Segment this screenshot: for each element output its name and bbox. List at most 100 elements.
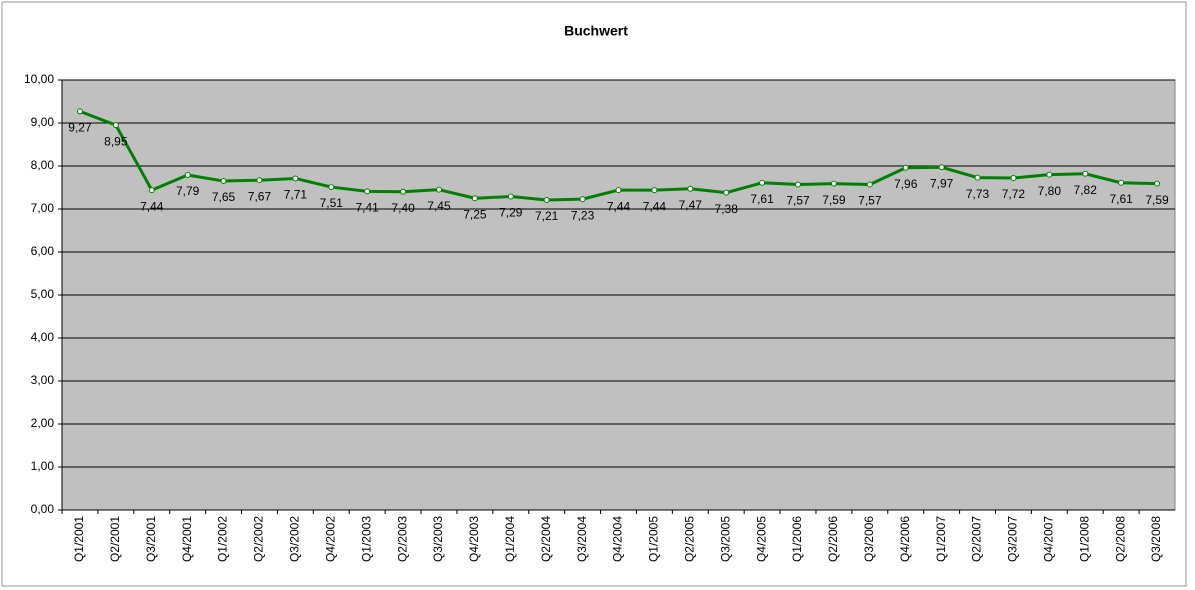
y-tick-label: 9,00 [31, 115, 55, 129]
data-label: 7,25 [463, 207, 487, 221]
data-point [938, 164, 945, 171]
y-tick-label: 10,00 [24, 72, 54, 86]
data-point [400, 188, 407, 195]
x-tick-label: Q4/2005 [754, 516, 768, 562]
data-point [292, 175, 299, 182]
data-label: 7,72 [1002, 187, 1026, 201]
x-tick-label: Q3/2006 [862, 516, 876, 562]
data-label: 7,67 [248, 189, 272, 203]
data-point [1010, 175, 1017, 182]
x-tick-label: Q2/2001 [108, 516, 122, 562]
x-tick-label: Q2/2003 [395, 516, 409, 562]
data-label: 7,41 [355, 201, 379, 215]
x-tick-label: Q4/2004 [611, 516, 625, 562]
data-point [1046, 171, 1053, 178]
data-point [507, 193, 514, 200]
data-point [1118, 179, 1125, 186]
data-label: 7,61 [1109, 192, 1133, 206]
data-point [1082, 170, 1089, 177]
data-label: 7,47 [679, 198, 703, 212]
data-label: 7,23 [571, 208, 595, 222]
data-point [759, 179, 766, 186]
x-tick-label: Q1/2001 [72, 516, 86, 562]
x-tick-label: Q2/2005 [682, 516, 696, 562]
data-label: 7,61 [750, 192, 774, 206]
x-tick-label: Q3/2008 [1149, 516, 1163, 562]
y-tick-label: 3,00 [31, 373, 55, 387]
data-label: 7,71 [284, 188, 308, 202]
y-tick-label: 6,00 [31, 244, 55, 258]
data-point [723, 189, 730, 196]
data-point [112, 122, 119, 129]
data-point [220, 178, 227, 185]
x-tick-label: Q3/2003 [431, 516, 445, 562]
data-label: 8,95 [104, 134, 128, 148]
data-point [615, 187, 622, 194]
data-label: 7,97 [930, 176, 954, 190]
data-label: 7,57 [786, 194, 810, 208]
data-point [795, 181, 802, 188]
x-tick-label: Q1/2002 [216, 516, 230, 562]
x-tick-label: Q4/2006 [898, 516, 912, 562]
x-tick-label: Q2/2007 [970, 516, 984, 562]
data-point [435, 186, 442, 193]
data-label: 7,44 [140, 199, 164, 213]
y-tick-label: 5,00 [31, 287, 55, 301]
data-point [1154, 180, 1161, 187]
x-tick-label: Q4/2007 [1042, 516, 1056, 562]
data-label: 7,82 [1074, 183, 1098, 197]
data-label: 7,40 [391, 201, 415, 215]
data-label: 7,21 [535, 209, 559, 223]
data-label: 7,96 [894, 177, 918, 191]
x-tick-label: Q2/2004 [539, 516, 553, 562]
data-label: 7,44 [607, 199, 631, 213]
data-point [902, 164, 909, 171]
data-point [364, 188, 371, 195]
data-point [651, 187, 658, 194]
data-point [256, 177, 263, 184]
x-tick-label: Q3/2002 [288, 516, 302, 562]
x-tick-label: Q3/2001 [144, 516, 158, 562]
x-tick-label: Q2/2008 [1113, 516, 1127, 562]
x-tick-label: Q2/2006 [826, 516, 840, 562]
data-label: 7,73 [966, 187, 990, 201]
data-label: 7,80 [1038, 184, 1062, 198]
x-tick-label: Q1/2006 [790, 516, 804, 562]
x-tick-label: Q1/2005 [647, 516, 661, 562]
y-tick-label: 4,00 [31, 330, 55, 344]
data-label: 9,27 [68, 121, 92, 135]
y-tick-label: 0,00 [31, 502, 55, 516]
x-tick-label: Q3/2007 [1006, 516, 1020, 562]
data-label: 7,65 [212, 190, 236, 204]
data-label: 7,29 [499, 206, 523, 220]
x-tick-label: Q1/2004 [503, 516, 517, 562]
x-tick-label: Q4/2001 [180, 516, 194, 562]
data-label: 7,45 [427, 199, 451, 213]
chart-title: Buchwert [564, 23, 628, 39]
y-tick-label: 1,00 [31, 459, 55, 473]
data-point [148, 187, 155, 194]
data-point [543, 196, 550, 203]
y-tick-label: 8,00 [31, 158, 55, 172]
data-point [579, 196, 586, 203]
data-point [471, 195, 478, 202]
data-point [866, 181, 873, 188]
data-label: 7,79 [176, 184, 200, 198]
x-tick-label: Q1/2008 [1077, 516, 1091, 562]
data-point [687, 185, 694, 192]
y-tick-label: 7,00 [31, 201, 55, 215]
data-point [830, 180, 837, 187]
data-point [328, 184, 335, 191]
x-tick-label: Q1/2007 [934, 516, 948, 562]
x-tick-label: Q2/2002 [252, 516, 266, 562]
x-tick-label: Q4/2002 [323, 516, 337, 562]
data-point [76, 108, 83, 115]
data-label: 7,38 [715, 202, 739, 216]
x-tick-label: Q3/2005 [718, 516, 732, 562]
data-point [184, 172, 191, 179]
data-label: 7,57 [858, 194, 882, 208]
y-tick-label: 2,00 [31, 416, 55, 430]
x-tick-label: Q3/2004 [575, 516, 589, 562]
data-point [974, 174, 981, 181]
